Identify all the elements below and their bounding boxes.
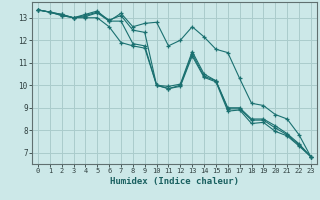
X-axis label: Humidex (Indice chaleur): Humidex (Indice chaleur)	[110, 177, 239, 186]
